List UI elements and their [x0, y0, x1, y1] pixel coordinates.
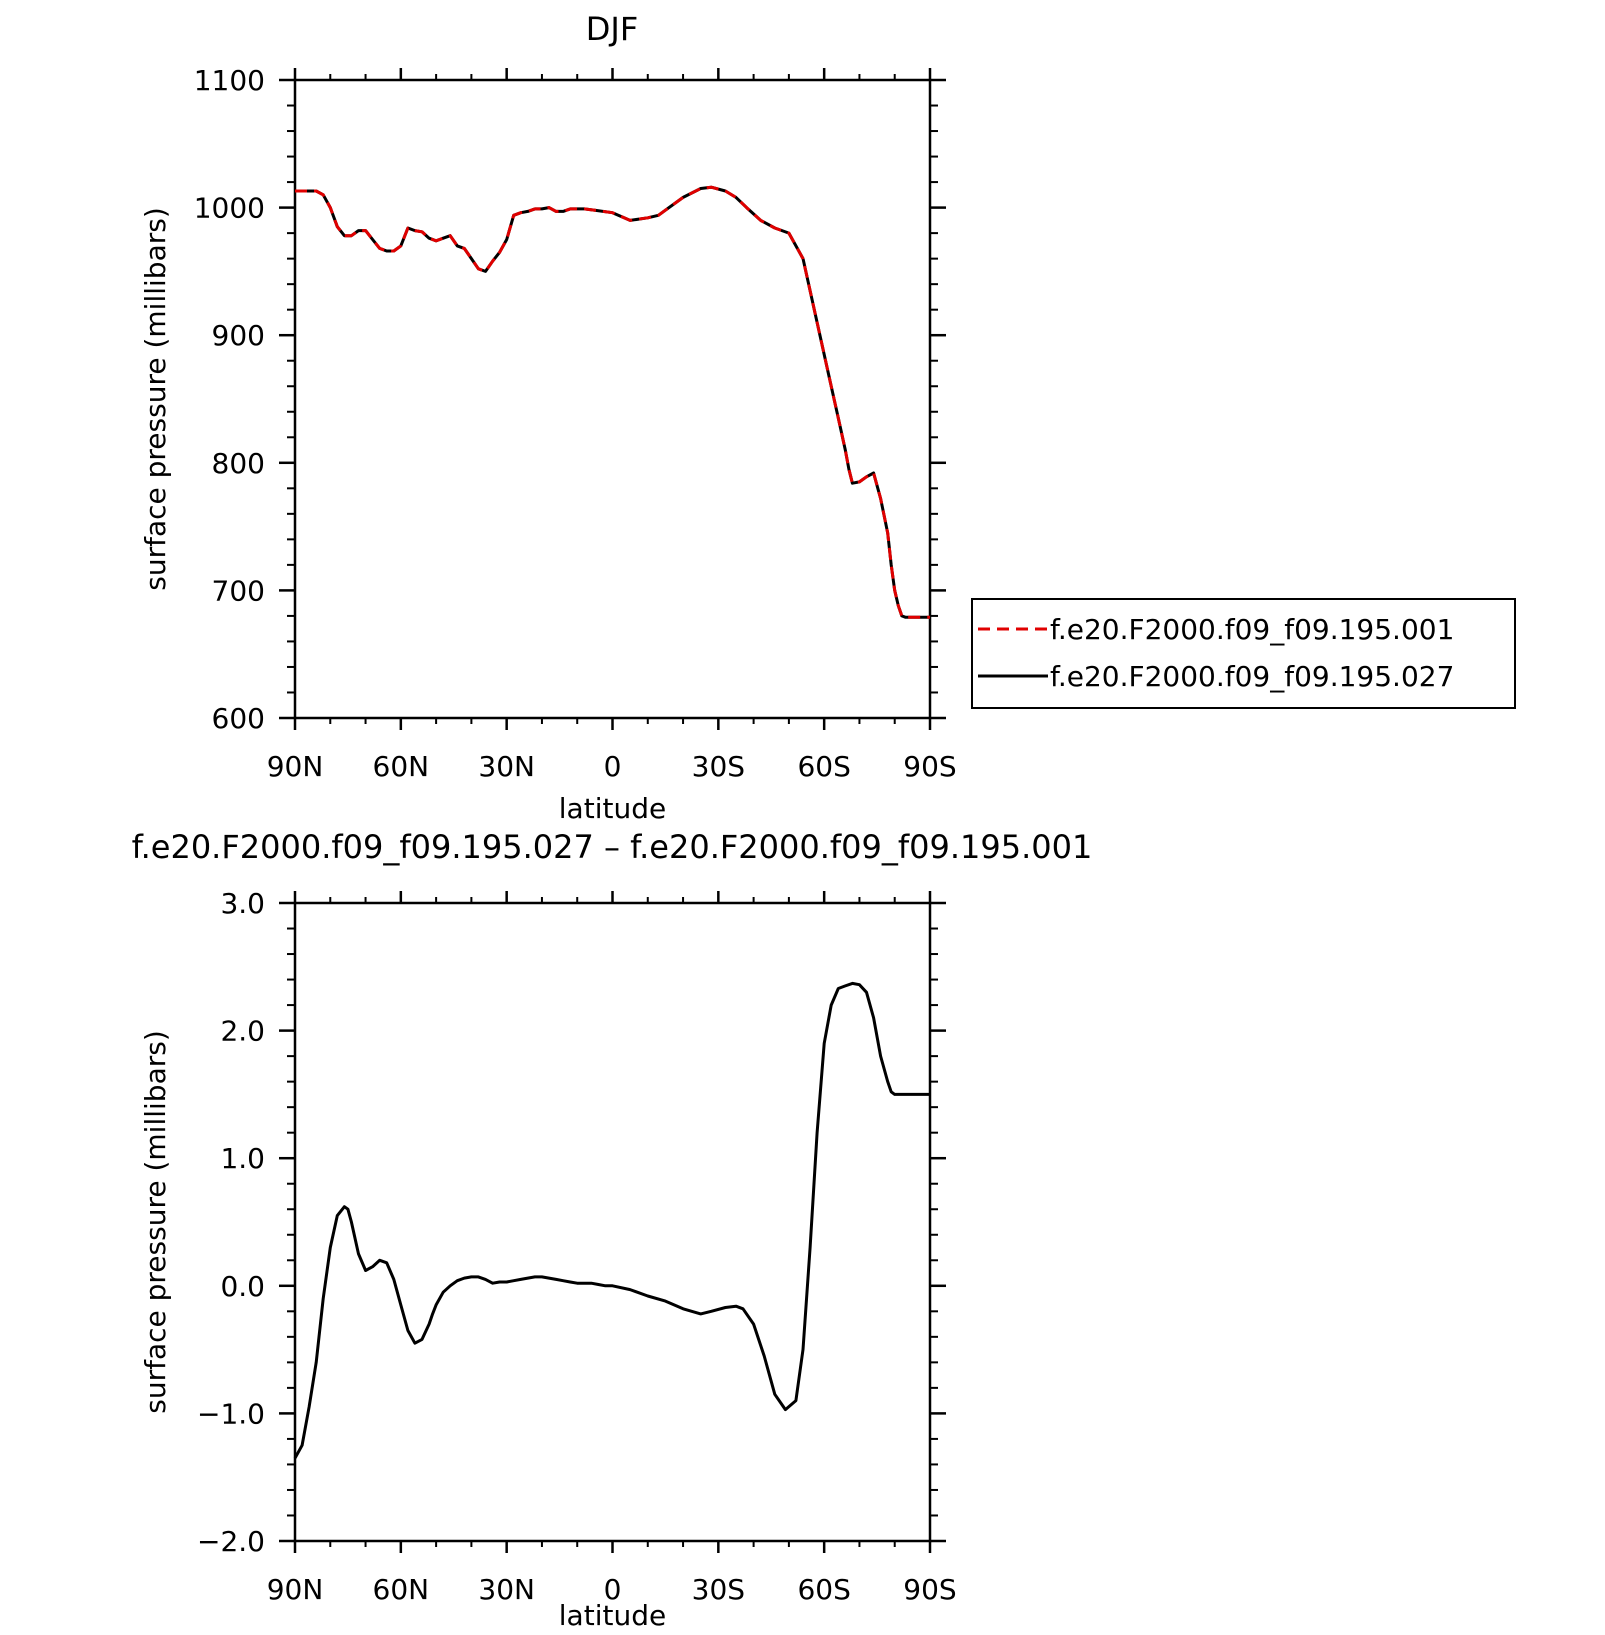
y-axis-label: surface pressure (millibars) [139, 1030, 172, 1414]
series-lines [293, 981, 930, 1459]
x-axis-label: latitude [559, 1599, 666, 1632]
x-tick-label: 30S [692, 750, 745, 783]
legend-entry-0: f.e20.F2000.f09_f09.195.001 [1050, 613, 1454, 646]
x-tick-label: 30S [692, 1573, 745, 1606]
x-tick-label: 60N [373, 750, 430, 783]
x-tick-label: 90N [267, 750, 324, 783]
legend: f.e20.F2000.f09_f09.195.001 f.e20.F2000.… [971, 598, 1516, 709]
y-tick-label: 0.0 [220, 1270, 265, 1303]
chart-title: f.e20.F2000.f09_f09.195.027 – f.e20.F200… [132, 828, 1093, 866]
y-tick-label: 1.0 [220, 1142, 265, 1175]
x-axis-label: latitude [559, 792, 666, 825]
panel-bottom: f.e20.F2000.f09_f09.195.027 – f.e20.F200… [132, 828, 1093, 1632]
y-tick-label: 800 [212, 447, 265, 480]
chart-title: DJF [586, 10, 638, 48]
ticks: 90N 60N 30N 0 30S 60S 90S 600 700 800 900 1000 1100 [194, 64, 957, 783]
series-line-0 [295, 185, 930, 619]
y-tick-label: 1000 [194, 192, 265, 225]
y-axis-label: surface pressure (millibars) [139, 207, 172, 591]
y-tick-label: 700 [212, 574, 265, 607]
ticks: 90N 60N 30N 0 30S 60S 90S −2.0 −1.0 0.0 1.0 2.0 3.0 [197, 887, 957, 1606]
panel-top: DJF surface pressure (millibars) latitud… [139, 10, 1516, 825]
x-tick-label: 60N [373, 1573, 430, 1606]
y-tick-label: 900 [212, 319, 265, 352]
x-tick-label: 60S [797, 1573, 850, 1606]
series-line-0 [293, 981, 930, 1459]
y-tick-label: 2.0 [220, 1015, 265, 1048]
legend-box [971, 598, 1516, 709]
x-tick-label: 90S [903, 1573, 956, 1606]
y-tick-label: 600 [212, 702, 265, 735]
x-tick-label: 90S [903, 750, 956, 783]
x-tick-label: 0 [604, 750, 622, 783]
y-tick-label: 3.0 [220, 887, 265, 920]
x-tick-label: 60S [797, 750, 850, 783]
series-lines [295, 185, 930, 619]
y-tick-label: −1.0 [197, 1397, 265, 1430]
y-tick-label: −2.0 [197, 1525, 265, 1558]
x-tick-label: 30N [478, 1573, 535, 1606]
x-tick-label: 30N [478, 750, 535, 783]
x-tick-label: 90N [267, 1573, 324, 1606]
y-tick-label: 1100 [194, 64, 265, 97]
legend-entry-1: f.e20.F2000.f09_f09.195.027 [1050, 660, 1454, 693]
x-tick-label: 0 [604, 1573, 622, 1606]
